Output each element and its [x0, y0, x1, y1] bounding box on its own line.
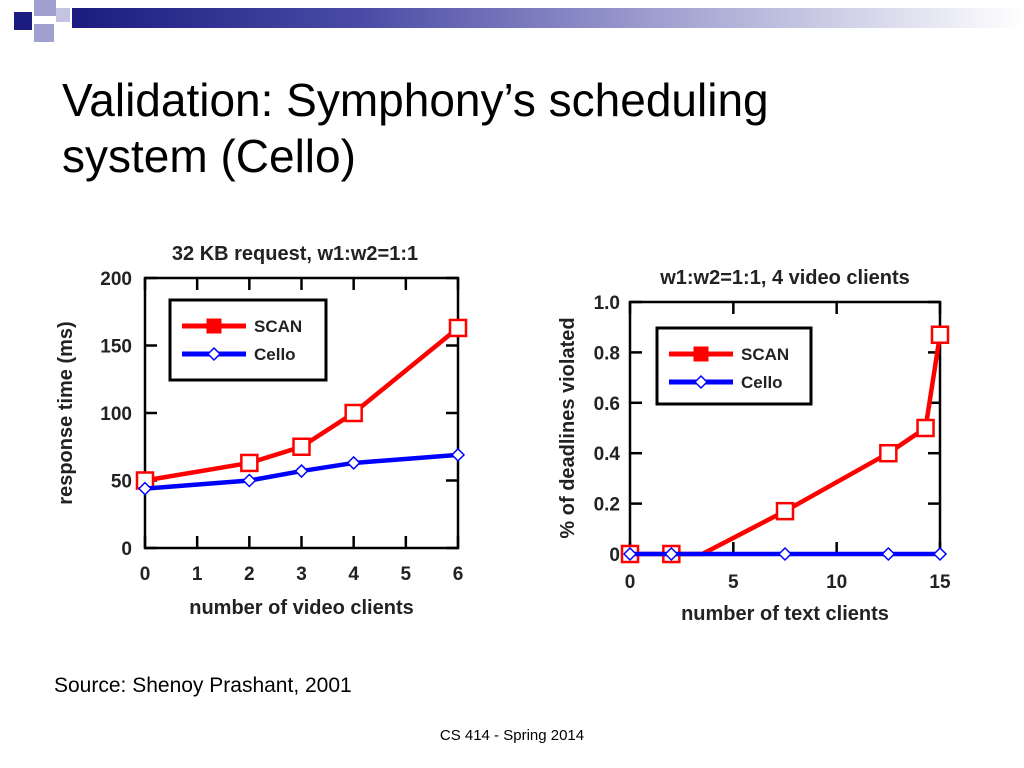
- data-point-scan: [916, 418, 935, 438]
- y-axis-label: response time (ms): [55, 321, 77, 504]
- y-tick-label: 0.2: [594, 495, 620, 516]
- legend-label: Cello: [254, 345, 296, 364]
- data-point-scan: [344, 403, 363, 423]
- title-line-2: system (Cello): [62, 130, 356, 182]
- x-tick-label: 2: [244, 564, 255, 585]
- deco-square-light: [34, 24, 54, 42]
- legend-label: Cello: [741, 373, 783, 392]
- legend-marker: [206, 346, 222, 362]
- legend-marker: [693, 374, 709, 390]
- legend-marker: [206, 318, 222, 334]
- slide-footer: CS 414 - Spring 2014: [439, 727, 585, 744]
- data-point-cello: [932, 546, 948, 562]
- y-tick-label: 0.6: [594, 394, 620, 415]
- data-point-cello: [137, 481, 153, 496]
- x-axis-label: number of video clients: [189, 597, 413, 619]
- y-tick-label: 0.8: [594, 343, 620, 364]
- data-point-scan: [448, 318, 468, 338]
- chart-title: w1:w2=1:1, 4 video clients: [659, 267, 910, 289]
- x-tick-label: 0: [140, 564, 151, 585]
- legend-marker: [693, 346, 709, 362]
- y-tick-label: 1.0: [594, 293, 620, 314]
- data-point-cello: [881, 546, 896, 562]
- data-point-scan: [240, 453, 259, 473]
- x-tick-label: 6: [453, 564, 464, 585]
- data-point-cello: [777, 546, 793, 562]
- x-tick-label: 4: [348, 564, 359, 585]
- x-tick-label: 10: [826, 572, 847, 593]
- x-tick-label: 3: [296, 564, 307, 585]
- legend-box: [168, 298, 328, 382]
- y-tick-label: 100: [100, 404, 132, 425]
- data-point-scan: [775, 501, 795, 521]
- x-tick-label: 1: [192, 564, 203, 585]
- deadlines-violated-chart: w1:w2=1:1, 4 video clients 0 5 10 15 0 0.2 0.4 0…: [557, 267, 951, 625]
- y-axis-label: % of deadlines violated: [557, 317, 579, 538]
- data-point-scan: [930, 325, 950, 345]
- data-point-cello: [294, 463, 309, 479]
- y-tick-label: 0.4: [594, 444, 621, 465]
- data-point-cello: [242, 473, 257, 488]
- x-tick-label: 5: [728, 572, 739, 593]
- source-citation: Source: Shenoy Prashant, 2001: [54, 674, 352, 697]
- title-line-1: Validation: Symphony’s scheduling: [62, 74, 769, 126]
- y-tick-label: 200: [100, 269, 132, 290]
- x-tick-label: 0: [625, 572, 636, 593]
- y-tick-label: 50: [111, 472, 132, 493]
- data-point-cello: [346, 455, 361, 471]
- data-point-scan: [879, 443, 898, 463]
- data-point-cello: [622, 546, 638, 562]
- x-tick-label: 5: [401, 564, 412, 585]
- y-tick-label: 0: [121, 539, 132, 560]
- deco-square-dark: [14, 12, 32, 30]
- slide-title: Validation: Symphony’s scheduling system…: [62, 72, 962, 184]
- data-point-cello: [664, 546, 679, 562]
- x-axis-label: number of text clients: [681, 603, 889, 625]
- legend-label: SCAN: [741, 345, 789, 364]
- y-tick-label: 150: [100, 337, 132, 358]
- deco-square-light: [56, 8, 70, 22]
- y-tick-label: 0: [609, 545, 620, 566]
- legend-box: [655, 326, 813, 406]
- deco-square-light: [34, 0, 56, 16]
- gradient-band: [72, 8, 1024, 28]
- header-decoration: [0, 0, 1024, 44]
- data-point-scan: [292, 437, 311, 456]
- chart-title: 32 KB request, w1:w2=1:1: [172, 243, 418, 265]
- response-time-chart: 32 KB request, w1:w2=1:1 0 1 2 3 4 5 6 0 50 100 150…: [55, 243, 468, 619]
- legend-label: SCAN: [254, 317, 302, 336]
- x-tick-label: 15: [929, 572, 951, 593]
- data-point-cello: [450, 447, 466, 462]
